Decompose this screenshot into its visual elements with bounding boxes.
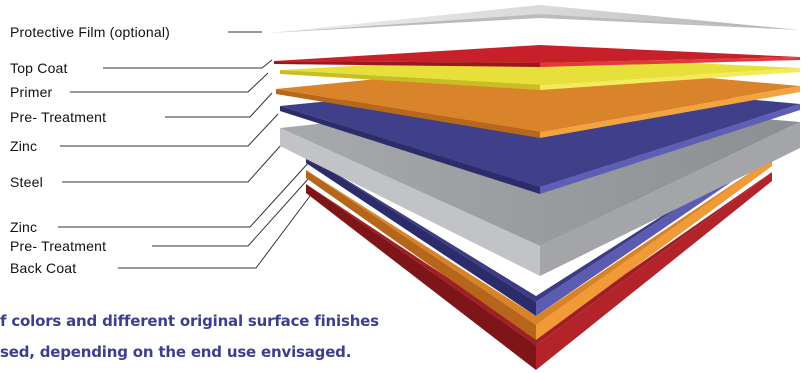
label-top-coat: Top Coat <box>10 60 68 76</box>
label-primer: Primer <box>10 84 53 100</box>
label-pre-treatment-bottom: Pre- Treatment <box>10 238 107 254</box>
leader-line-primer <box>70 72 269 93</box>
leader-lines <box>58 31 311 269</box>
layer-pre-treatment-bottom <box>306 158 772 340</box>
caption-line-1: f colors and different original surface … <box>0 312 379 330</box>
label-back-coat: Back Coat <box>10 260 77 276</box>
leader-line-zinc-bottom <box>58 160 311 228</box>
layer-top-coat <box>274 45 800 67</box>
label-steel: Steel <box>10 174 43 190</box>
leader-line-pre-treatment-top <box>165 92 273 118</box>
label-zinc-bottom: Zinc <box>10 219 38 235</box>
layer-back-coat <box>306 172 772 370</box>
label-pre-treatment-top: Pre- Treatment <box>10 109 107 125</box>
caption-line-2: sed, depending on the end use envisaged. <box>0 343 352 361</box>
leader-line-back-coat <box>118 195 311 269</box>
leader-line-pre-treatment-bottom <box>152 177 310 247</box>
leader-line-zinc-top <box>60 113 279 147</box>
label-protective-film: Protective Film (optional) <box>10 24 171 40</box>
leader-line-top-coat <box>103 59 273 69</box>
label-zinc-top: Zinc <box>10 138 38 154</box>
leader-line-steel <box>62 143 283 183</box>
layer-protective-film <box>268 5 800 33</box>
